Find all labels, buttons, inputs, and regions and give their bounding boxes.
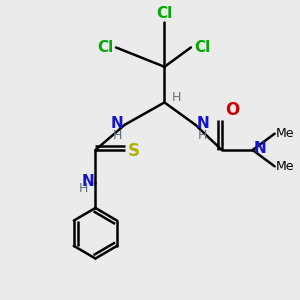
Text: Cl: Cl xyxy=(97,40,113,55)
Text: Cl: Cl xyxy=(194,40,210,55)
Text: Me: Me xyxy=(276,160,295,173)
Text: H: H xyxy=(172,92,181,104)
Text: H: H xyxy=(79,182,88,195)
Text: H: H xyxy=(113,129,122,142)
Text: N: N xyxy=(254,141,267,156)
Text: H: H xyxy=(198,129,207,142)
Text: Me: Me xyxy=(276,127,295,140)
Text: S: S xyxy=(128,142,140,160)
Text: N: N xyxy=(81,174,94,189)
Text: N: N xyxy=(111,116,123,131)
Text: Cl: Cl xyxy=(156,6,172,21)
Text: N: N xyxy=(197,116,209,131)
Text: O: O xyxy=(225,101,239,119)
